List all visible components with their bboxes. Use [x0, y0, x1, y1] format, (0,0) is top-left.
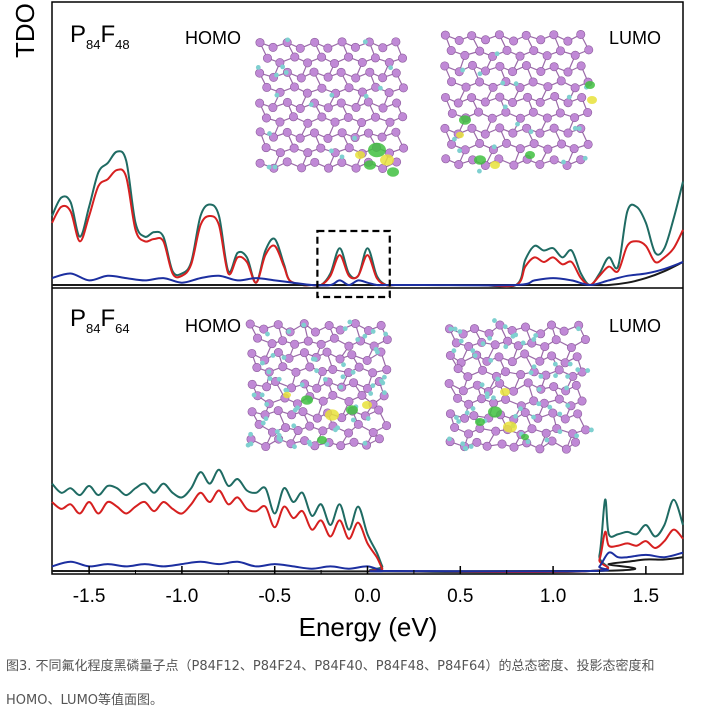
x-axis: -1.5 -1.0 -0.5 0.0 0.5 1.0 1.5 — [73, 566, 659, 607]
panel2-formula: P84F64 — [70, 305, 130, 336]
panel2-homo-label: HOMO — [185, 316, 241, 336]
highlight-box — [316, 229, 391, 299]
panel1-lumo-label: LUMO — [609, 28, 661, 48]
molecule-structure-image — [440, 29, 597, 174]
x-tick-label: 1.5 — [633, 586, 659, 607]
molecule-structure-image — [255, 37, 409, 177]
x-tick-label: -1.0 — [166, 586, 199, 607]
tdos-figure: TDO P84F48 HOMO LUMO P84F64 HOMO LUMO -1… — [10, 1, 684, 642]
x-axis-label: Energy (eV) — [299, 612, 438, 642]
molecule-structure-image — [245, 319, 392, 452]
series-line-panel1-1 — [51, 150, 684, 288]
series-line-panel1-2 — [51, 168, 684, 288]
x-tick-label: 0.5 — [447, 586, 473, 607]
x-tick-label: 1.0 — [540, 586, 566, 607]
series-line-panel1-4 — [51, 261, 684, 287]
series-line-panel2-4 — [51, 551, 684, 573]
series-line-panel1-3 — [52, 261, 684, 287]
series-line-panel2-2 — [51, 489, 684, 573]
series-line-panel2-3 — [51, 556, 684, 573]
panel2-lumo-label: LUMO — [609, 316, 661, 336]
molecule-structure-image — [444, 318, 594, 454]
molecule-insets — [245, 29, 597, 454]
panel1-formula: P84F48 — [70, 21, 130, 52]
series-layer — [51, 150, 684, 574]
x-tick-label: 0.0 — [354, 586, 380, 607]
x-tick-label: -1.5 — [73, 586, 106, 607]
figure-caption: 图3. 不同氟化程度黑磷量子点（P84F12、P84F24、P84F40、P84… — [6, 659, 655, 708]
y-axis-label: TDO — [10, 3, 40, 58]
x-tick-label: -0.5 — [258, 586, 291, 607]
panel1-homo-label: HOMO — [185, 28, 241, 48]
series-line-panel2-1 — [51, 468, 684, 574]
